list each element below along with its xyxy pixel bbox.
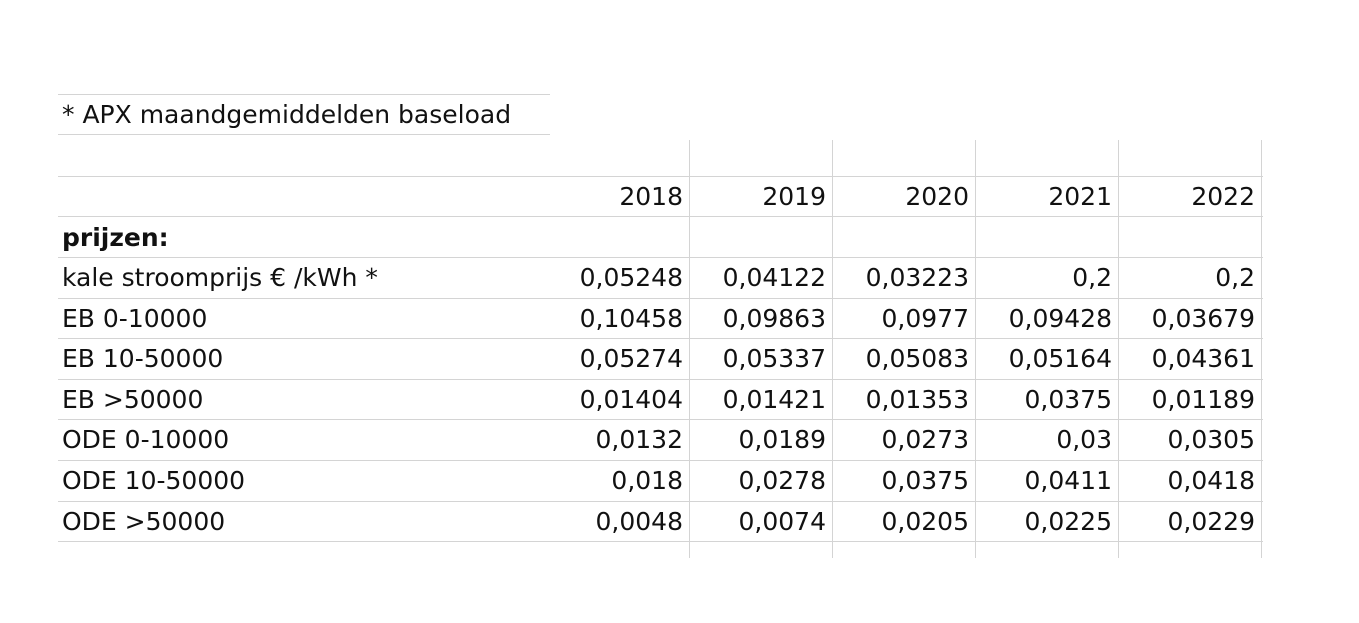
gridline [1118, 140, 1119, 558]
table-cell[interactable]: 0,04361 [1151, 344, 1255, 373]
row-label[interactable]: EB 10-50000 [62, 344, 224, 373]
gridline [58, 541, 1263, 542]
table-cell[interactable]: 0,03679 [1151, 304, 1255, 333]
row-label[interactable]: ODE 10-50000 [62, 466, 246, 495]
gridline [832, 140, 833, 558]
gridline [58, 134, 550, 135]
gridline [975, 140, 976, 558]
table-cell[interactable]: 0,0977 [881, 304, 969, 333]
gridline [58, 419, 1263, 420]
table-cell[interactable]: 0,0189 [738, 425, 826, 454]
gridline [58, 460, 1263, 461]
table-cell[interactable]: 0,05274 [579, 344, 683, 373]
table-cell[interactable]: 0,09428 [1008, 304, 1112, 333]
note-text[interactable]: * APX maandgemiddelden baseload [62, 100, 512, 129]
year-header-2021[interactable]: 2021 [1048, 182, 1112, 211]
table-cell[interactable]: 0,0048 [595, 507, 683, 536]
gridline [58, 379, 1263, 380]
gridline [58, 94, 550, 95]
table-cell[interactable]: 0,05164 [1008, 344, 1112, 373]
table-cell[interactable]: 0,04122 [722, 263, 826, 292]
table-cell[interactable]: 0,05337 [722, 344, 826, 373]
table-cell[interactable]: 0,03 [1056, 425, 1112, 454]
table-cell[interactable]: 0,0074 [738, 507, 826, 536]
table-cell[interactable]: 0,0229 [1167, 507, 1255, 536]
table-cell[interactable]: 0,0278 [738, 466, 826, 495]
table-cell[interactable]: 0,01189 [1151, 385, 1255, 414]
gridline [58, 216, 1263, 217]
year-header-2022[interactable]: 2022 [1191, 182, 1255, 211]
table-cell[interactable]: 0,0205 [881, 507, 969, 536]
table-cell[interactable]: 0,0411 [1024, 466, 1112, 495]
table-cell[interactable]: 0,05248 [579, 263, 683, 292]
row-label[interactable]: kale stroomprijs € /kWh * [62, 263, 378, 292]
gridline [58, 338, 1263, 339]
row-label[interactable]: ODE 0-10000 [62, 425, 230, 454]
gridline [689, 140, 690, 558]
table-cell[interactable]: 0,09863 [722, 304, 826, 333]
table-cell[interactable]: 0,01421 [722, 385, 826, 414]
table-cell[interactable]: 0,0375 [881, 466, 969, 495]
row-label[interactable]: EB 0-10000 [62, 304, 208, 333]
table-cell[interactable]: 0,0273 [881, 425, 969, 454]
table-cell[interactable]: 0,2 [1072, 263, 1112, 292]
row-label[interactable]: EB >50000 [62, 385, 204, 414]
table-cell[interactable]: 0,03223 [865, 263, 969, 292]
table-cell[interactable]: 0,018 [611, 466, 683, 495]
table-cell[interactable]: 0,01404 [579, 385, 683, 414]
gridline [58, 298, 1263, 299]
section-label[interactable]: prijzen: [62, 223, 169, 252]
table-cell[interactable]: 0,0418 [1167, 466, 1255, 495]
year-header-2019[interactable]: 2019 [762, 182, 826, 211]
row-label[interactable]: ODE >50000 [62, 507, 226, 536]
table-cell[interactable]: 0,0305 [1167, 425, 1255, 454]
gridline [58, 501, 1263, 502]
table-cell[interactable]: 0,0225 [1024, 507, 1112, 536]
year-header-2018[interactable]: 2018 [619, 182, 683, 211]
year-header-2020[interactable]: 2020 [905, 182, 969, 211]
table-cell[interactable]: 0,0132 [595, 425, 683, 454]
gridline [58, 257, 1263, 258]
gridline [58, 176, 1263, 177]
table-cell[interactable]: 0,01353 [865, 385, 969, 414]
gridline [1261, 140, 1262, 558]
table-cell[interactable]: 0,2 [1215, 263, 1255, 292]
table-cell[interactable]: 0,05083 [865, 344, 969, 373]
table-cell[interactable]: 0,0375 [1024, 385, 1112, 414]
table-cell[interactable]: 0,10458 [579, 304, 683, 333]
